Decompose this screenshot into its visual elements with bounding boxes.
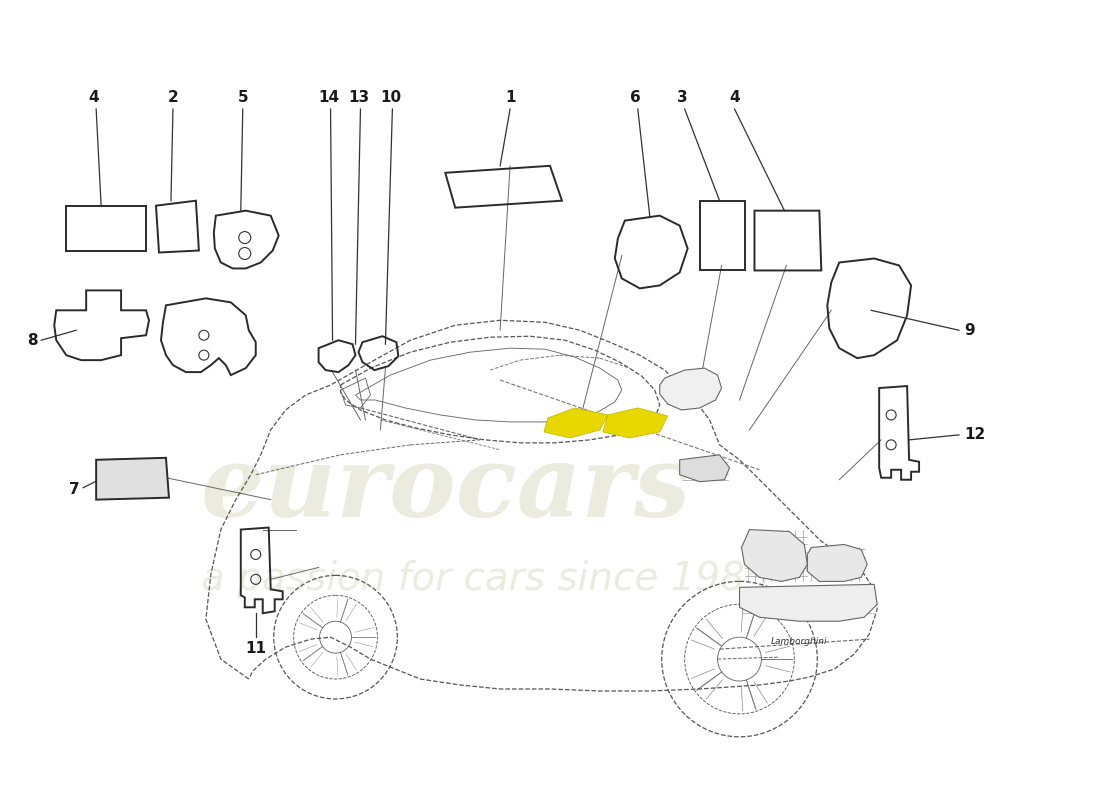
- Text: 4: 4: [88, 90, 99, 105]
- Polygon shape: [603, 408, 668, 438]
- Polygon shape: [741, 530, 807, 582]
- Text: a passion for cars since 1985: a passion for cars since 1985: [201, 560, 770, 598]
- Text: 1: 1: [505, 90, 516, 105]
- Polygon shape: [96, 458, 169, 500]
- Text: 9: 9: [964, 322, 975, 338]
- Text: 2: 2: [167, 90, 178, 105]
- Polygon shape: [807, 545, 867, 582]
- Text: 13: 13: [348, 90, 369, 105]
- Text: 5: 5: [238, 90, 249, 105]
- Polygon shape: [739, 584, 877, 622]
- Text: 10: 10: [379, 90, 401, 105]
- Polygon shape: [660, 368, 722, 410]
- Text: 7: 7: [68, 482, 79, 497]
- Text: 12: 12: [964, 427, 986, 442]
- Text: 4: 4: [729, 90, 740, 105]
- Text: 8: 8: [26, 333, 37, 348]
- Text: Lamborghini: Lamborghini: [771, 637, 827, 646]
- Polygon shape: [680, 455, 729, 482]
- Text: 6: 6: [630, 90, 641, 105]
- Text: 3: 3: [678, 90, 688, 105]
- Text: eurocars: eurocars: [201, 442, 691, 538]
- Text: 11: 11: [245, 641, 266, 656]
- Polygon shape: [544, 408, 608, 438]
- Text: 14: 14: [318, 90, 339, 105]
